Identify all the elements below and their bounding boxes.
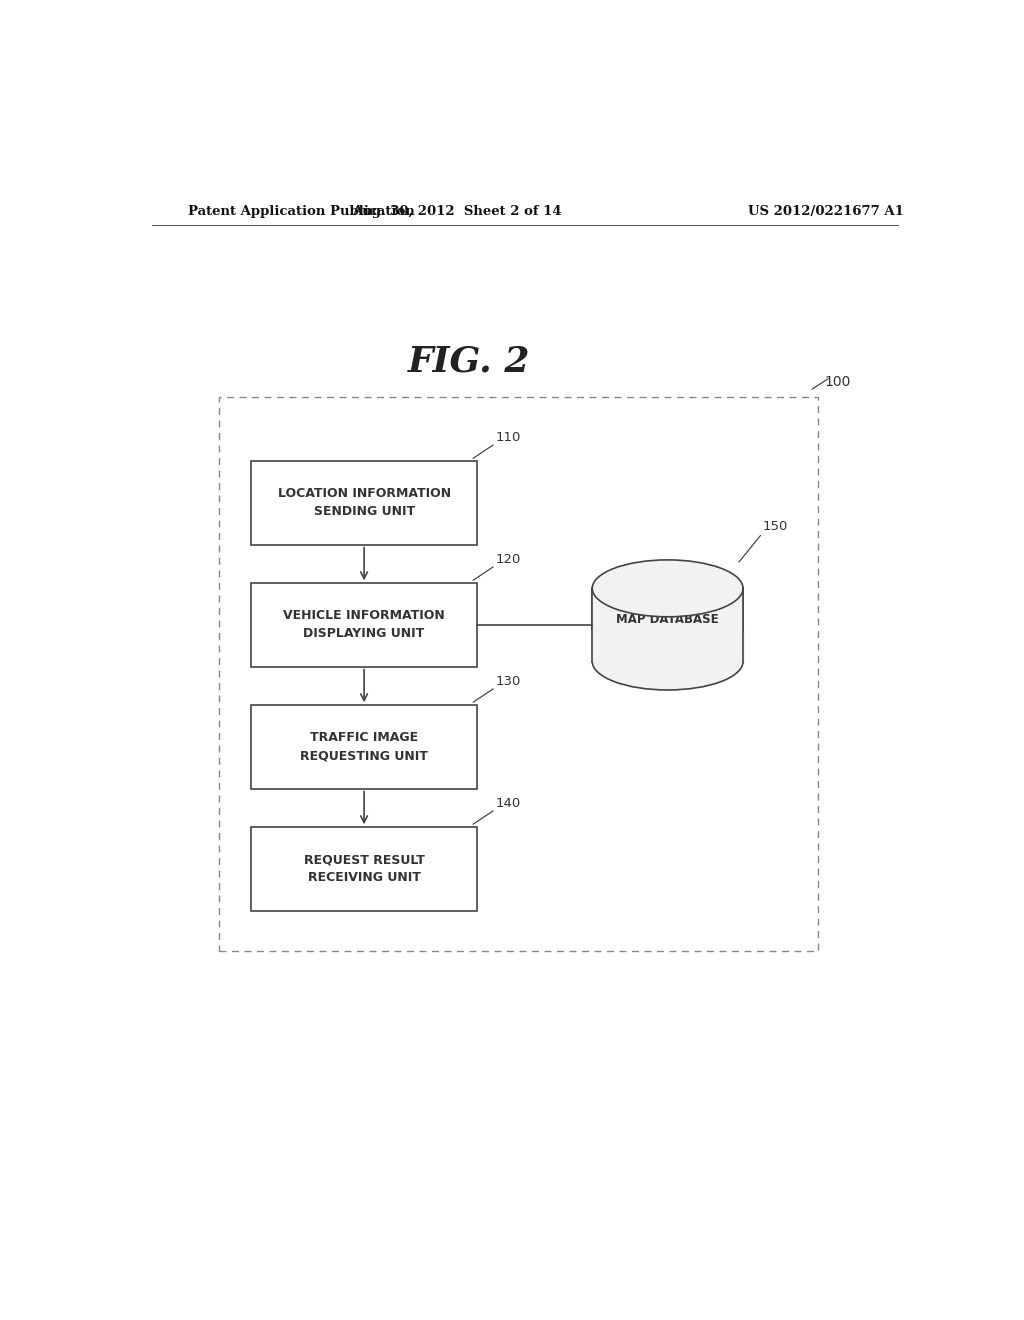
Text: 100: 100: [824, 375, 851, 389]
Text: MAP DATABASE: MAP DATABASE: [616, 614, 719, 627]
Text: 120: 120: [496, 553, 521, 566]
Text: 150: 150: [763, 520, 788, 533]
Text: 110: 110: [496, 432, 521, 444]
Text: US 2012/0221677 A1: US 2012/0221677 A1: [749, 205, 904, 218]
Bar: [591, 631, 744, 661]
Text: LOCATION INFORMATION
SENDING UNIT: LOCATION INFORMATION SENDING UNIT: [278, 487, 451, 519]
Bar: [592, 589, 743, 661]
Bar: [251, 461, 477, 545]
Text: REQUEST RESULT
RECEIVING UNIT: REQUEST RESULT RECEIVING UNIT: [304, 853, 425, 884]
Text: 140: 140: [496, 797, 520, 810]
Ellipse shape: [592, 560, 743, 616]
Bar: [251, 705, 477, 788]
Text: Patent Application Publication: Patent Application Publication: [187, 205, 415, 218]
Text: TRAFFIC IMAGE
REQUESTING UNIT: TRAFFIC IMAGE REQUESTING UNIT: [300, 731, 428, 763]
Text: Aug. 30, 2012  Sheet 2 of 14: Aug. 30, 2012 Sheet 2 of 14: [352, 205, 562, 218]
Text: 130: 130: [496, 675, 521, 688]
Text: FIG. 2: FIG. 2: [408, 345, 530, 379]
Bar: [251, 828, 477, 911]
Bar: [251, 583, 477, 667]
Ellipse shape: [592, 634, 743, 690]
Bar: [219, 397, 818, 952]
Text: VEHICLE INFORMATION
DISPLAYING UNIT: VEHICLE INFORMATION DISPLAYING UNIT: [284, 610, 445, 640]
